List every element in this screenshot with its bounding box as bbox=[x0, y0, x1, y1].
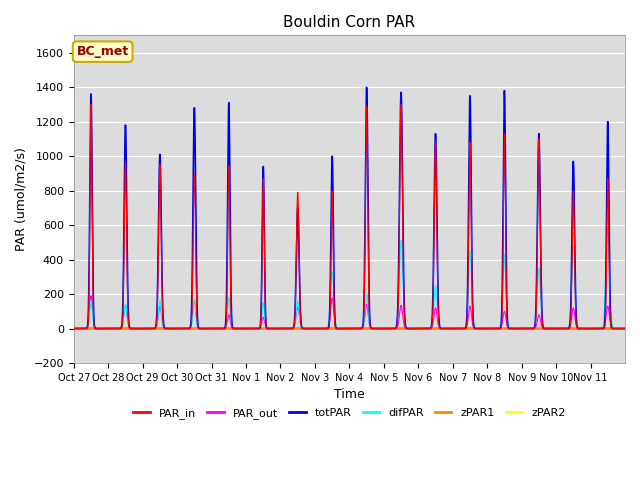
X-axis label: Time: Time bbox=[334, 388, 365, 401]
Text: BC_met: BC_met bbox=[77, 45, 129, 58]
Title: Bouldin Corn PAR: Bouldin Corn PAR bbox=[284, 15, 415, 30]
Y-axis label: PAR (umol/m2/s): PAR (umol/m2/s) bbox=[15, 147, 28, 251]
Legend: PAR_in, PAR_out, totPAR, difPAR, zPAR1, zPAR2: PAR_in, PAR_out, totPAR, difPAR, zPAR1, … bbox=[129, 403, 570, 423]
